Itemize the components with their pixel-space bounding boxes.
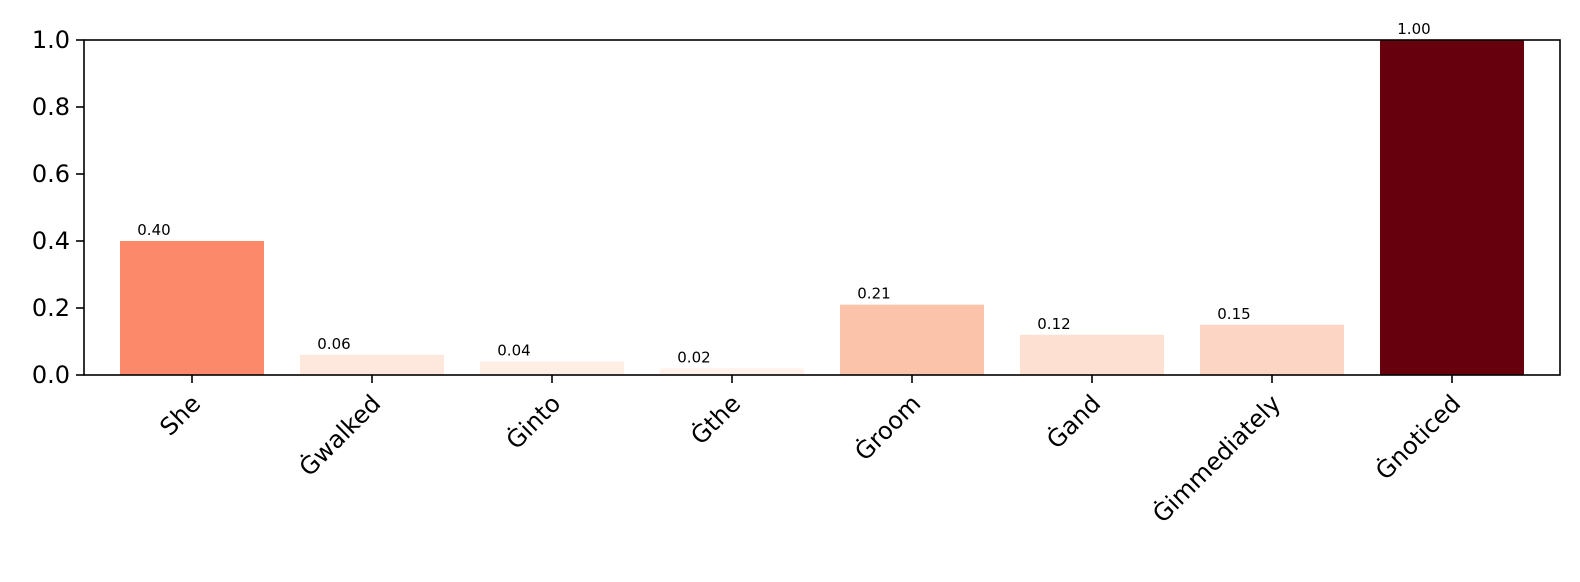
- data-label-5: 0.12: [1037, 315, 1070, 333]
- data-label-7: 1.00: [1397, 20, 1430, 38]
- x-tick-label-7: Ġnoticed: [1370, 389, 1467, 486]
- x-tick-label-0: She: [154, 389, 206, 441]
- data-label-3: 0.02: [677, 348, 710, 366]
- y-tick-label-0: 0.0: [32, 361, 70, 389]
- x-axis: She Ġwalked Ġinto Ġthe Ġroom Ġand Ġimmediately…: [154, 375, 1466, 528]
- y-tick-label-2: 0.4: [32, 227, 70, 255]
- x-tick-label-4: Ġroom: [849, 389, 927, 467]
- y-tick-label-3: 0.6: [32, 160, 70, 188]
- x-tick-label-1: Ġwalked: [293, 389, 386, 482]
- bar-5: [1020, 334, 1164, 375]
- y-axis: 0.0 0.2 0.4 0.6 0.8 1.0: [32, 26, 84, 389]
- bar-7: [1380, 40, 1524, 375]
- bar-2: [480, 361, 624, 375]
- y-tick-label-1: 0.2: [32, 294, 70, 322]
- y-tick-label-5: 1.0: [32, 26, 70, 54]
- x-tick-label-6: Ġimmediately: [1147, 389, 1287, 529]
- data-label-1: 0.06: [317, 335, 350, 353]
- data-labels-layer: 0.40 0.06 0.04 0.02 0.21 0.12 0.15 1.00: [137, 20, 1430, 366]
- data-label-0: 0.40: [137, 221, 170, 239]
- x-tick-label-3: Ġthe: [685, 389, 747, 451]
- y-tick-label-4: 0.8: [32, 93, 70, 121]
- bar-3: [660, 368, 804, 375]
- data-label-4: 0.21: [857, 285, 890, 303]
- data-label-6: 0.15: [1217, 305, 1250, 323]
- bar-4: [840, 304, 984, 375]
- plot-frame: [83, 39, 1561, 376]
- bar-6: [1200, 324, 1344, 375]
- bars-layer: [120, 40, 1524, 375]
- x-tick-label-2: Ġinto: [500, 389, 566, 455]
- data-label-2: 0.04: [497, 342, 530, 360]
- bar-0: [120, 241, 264, 375]
- bar-1: [300, 354, 444, 375]
- x-tick-label-5: Ġand: [1041, 389, 1107, 455]
